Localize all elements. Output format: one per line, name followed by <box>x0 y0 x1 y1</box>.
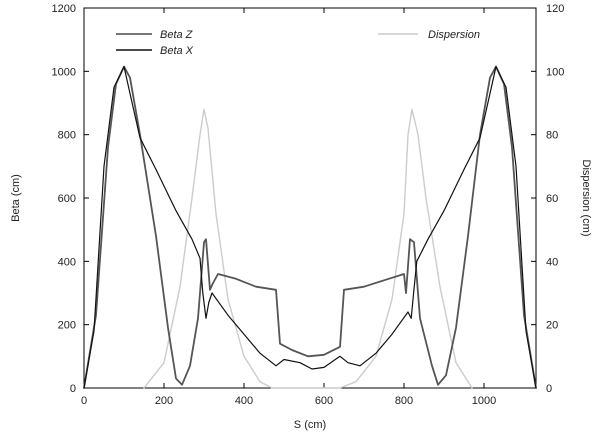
x-tick-label: 600 <box>315 395 333 407</box>
y2-tick-label: 100 <box>546 66 564 78</box>
series-line-dispersion <box>143 108 473 389</box>
y-tick-label: 1000 <box>52 66 76 78</box>
series <box>83 65 537 389</box>
y-tick-label: 0 <box>70 383 76 395</box>
x-tick-label: 0 <box>81 395 87 407</box>
y2-tick-label: 20 <box>546 320 558 332</box>
x-axis-label: S (cm) <box>294 419 326 431</box>
y2-tick-label: 120 <box>546 3 564 15</box>
legend-label-beta-x: Beta X <box>160 45 194 57</box>
y2-tick-label: 60 <box>546 193 558 205</box>
y2-tick-label: 0 <box>546 383 552 395</box>
y2-tick-label: 80 <box>546 130 558 142</box>
legend-label-beta-z: Beta Z <box>160 29 194 41</box>
y2-axis-label: Dispersion (cm) <box>580 159 592 236</box>
y-tick-label: 1200 <box>52 3 76 15</box>
series-line-beta-z <box>83 65 537 389</box>
ticks: 0 200 400 600 800 1000 0 200 400 600 800 1000 1200 0 2… <box>52 3 565 407</box>
x-tick-label: 1000 <box>472 395 496 407</box>
plot-frame <box>83 7 537 389</box>
series-line-beta-x <box>83 66 537 389</box>
x-tick-label: 200 <box>155 395 173 407</box>
legend-label-dispersion: Dispersion <box>428 29 480 41</box>
x-tick-label: 800 <box>395 395 413 407</box>
y-tick-label: 200 <box>58 320 76 332</box>
legend: Beta Z Beta X Dispersion <box>116 29 480 57</box>
y-tick-label: 400 <box>58 256 76 268</box>
y2-tick-label: 40 <box>546 256 558 268</box>
y-axis-label: Beta (cm) <box>10 174 22 222</box>
x-tick-label: 400 <box>235 395 253 407</box>
y-tick-label: 800 <box>58 130 76 142</box>
y-tick-label: 600 <box>58 193 76 205</box>
